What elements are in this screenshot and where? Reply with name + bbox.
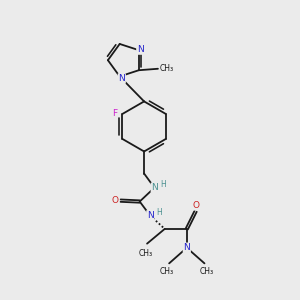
Text: CH₃: CH₃ bbox=[139, 249, 153, 258]
Text: N: N bbox=[147, 211, 154, 220]
Text: N: N bbox=[183, 243, 190, 252]
Text: O: O bbox=[112, 196, 119, 205]
Text: CH₃: CH₃ bbox=[159, 64, 173, 73]
Text: CH₃: CH₃ bbox=[200, 267, 214, 276]
Text: H: H bbox=[156, 208, 162, 217]
Text: N: N bbox=[118, 74, 125, 83]
Text: O: O bbox=[193, 201, 200, 210]
Text: N: N bbox=[151, 183, 158, 192]
Text: CH₃: CH₃ bbox=[160, 267, 174, 276]
Text: N: N bbox=[137, 45, 144, 54]
Text: H: H bbox=[160, 180, 166, 189]
Text: F: F bbox=[112, 109, 117, 118]
